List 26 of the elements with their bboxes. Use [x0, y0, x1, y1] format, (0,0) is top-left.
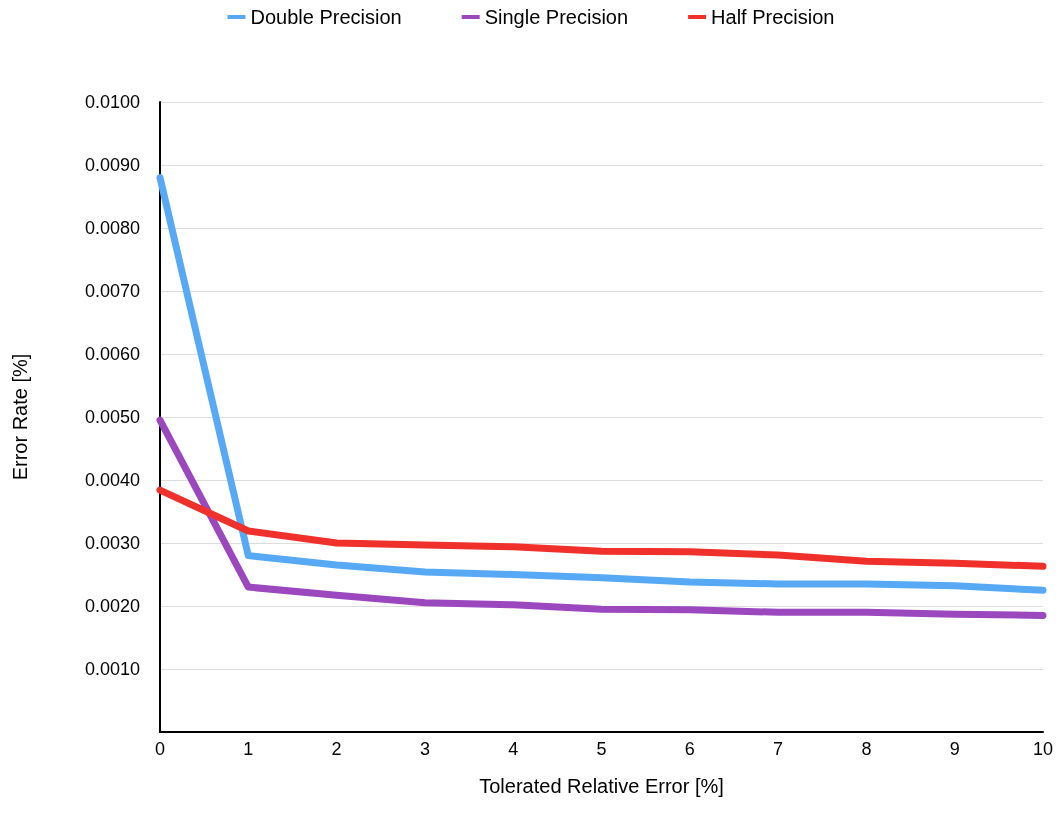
legend-label: Half Precision: [711, 6, 835, 28]
y-tick-label: 0.0030: [84, 533, 140, 553]
y-tick-label: 0.0010: [84, 659, 140, 679]
y-tick-label: 0.0100: [84, 92, 140, 112]
x-tick-label: 7: [773, 739, 784, 759]
x-tick-label: 0: [154, 739, 166, 759]
legend-label: Double Precision: [250, 6, 402, 28]
y-tick-label: 0.0060: [84, 344, 140, 364]
x-tick-label: 5: [596, 739, 607, 759]
y-tick-label: 0.0050: [84, 407, 140, 427]
y-tick-label: 0.0080: [84, 218, 140, 238]
x-tick-label: 2: [331, 739, 342, 759]
y-tick-label: 0.0020: [84, 596, 140, 616]
legend-label: Single Precision: [484, 6, 629, 28]
x-tick-label: 6: [684, 739, 695, 759]
y-tick-label: 0.0090: [84, 155, 140, 175]
y-tick-label: 0.0070: [84, 281, 140, 301]
x-tick-label: 8: [861, 739, 872, 759]
y-tick-label: 0.0040: [84, 470, 140, 490]
y-axis-title: Error Rate [%]: [9, 353, 31, 481]
x-tick-label: 9: [949, 739, 960, 759]
x-tick-label: 10: [1032, 739, 1054, 759]
x-tick-label: 3: [419, 739, 430, 759]
x-tick-label: 4: [508, 739, 519, 759]
x-axis-title: Tolerated Relative Error [%]: [479, 775, 724, 797]
x-tick-label: 1: [243, 739, 254, 759]
